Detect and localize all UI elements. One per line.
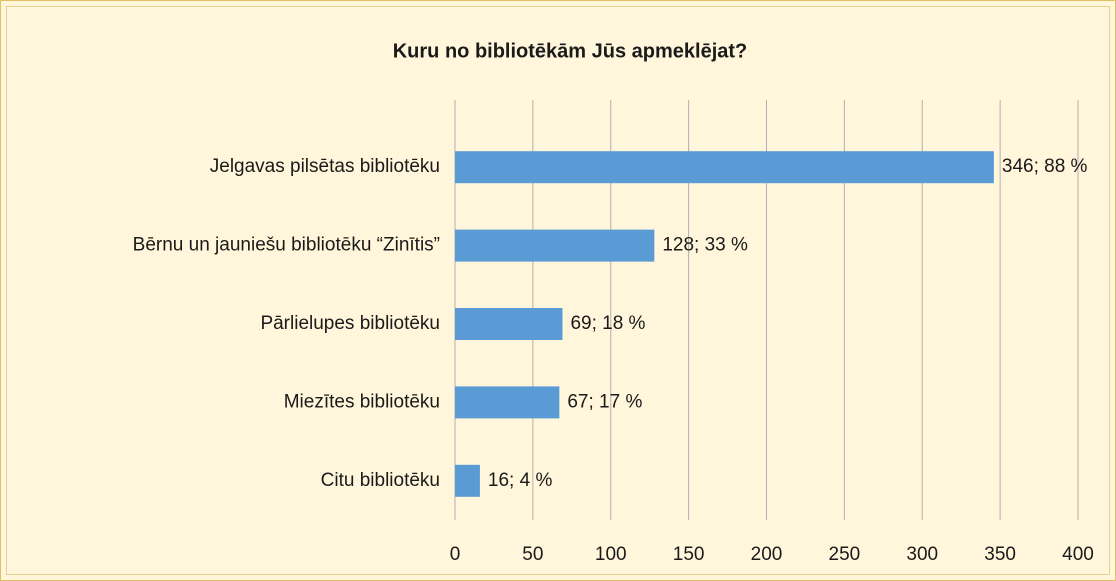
- x-tick-label: 350: [984, 544, 1016, 565]
- y-tick-label: Citu bibliotēku: [321, 470, 440, 491]
- chart-title: Kuru no bibliotēkām Jūs apmeklējat?: [393, 40, 748, 62]
- x-tick-label: 0: [450, 544, 461, 565]
- frame: [6, 6, 1110, 575]
- bar: [455, 464, 480, 497]
- bar: [455, 229, 655, 262]
- y-tick-label: Bērnu un jauniešu bibliotēku “Zinītis”: [133, 235, 440, 256]
- y-tick-label: Pārlielupes bibliotēku: [260, 313, 440, 334]
- bar: [455, 308, 563, 340]
- x-tick-label: 200: [751, 544, 783, 565]
- x-tick-label: 150: [673, 544, 705, 565]
- bar: [455, 386, 560, 419]
- bar: [455, 151, 994, 184]
- x-tick-label: 100: [595, 544, 627, 565]
- y-tick-label: Jelgavas pilsētas bibliotēku: [210, 156, 440, 177]
- data-label: 346; 88 %: [1002, 156, 1088, 177]
- x-tick-label: 400: [1062, 544, 1094, 565]
- data-label: 69; 18 %: [570, 313, 645, 334]
- data-label: 67; 17 %: [567, 391, 642, 412]
- x-tick-label: 50: [522, 544, 543, 565]
- x-tick-label: 250: [829, 544, 861, 565]
- x-tick-label: 300: [906, 544, 938, 565]
- data-label: 128; 33 %: [662, 235, 748, 256]
- y-tick-label: Miezītes bibliotēku: [284, 391, 440, 412]
- data-label: 16; 4 %: [488, 470, 553, 491]
